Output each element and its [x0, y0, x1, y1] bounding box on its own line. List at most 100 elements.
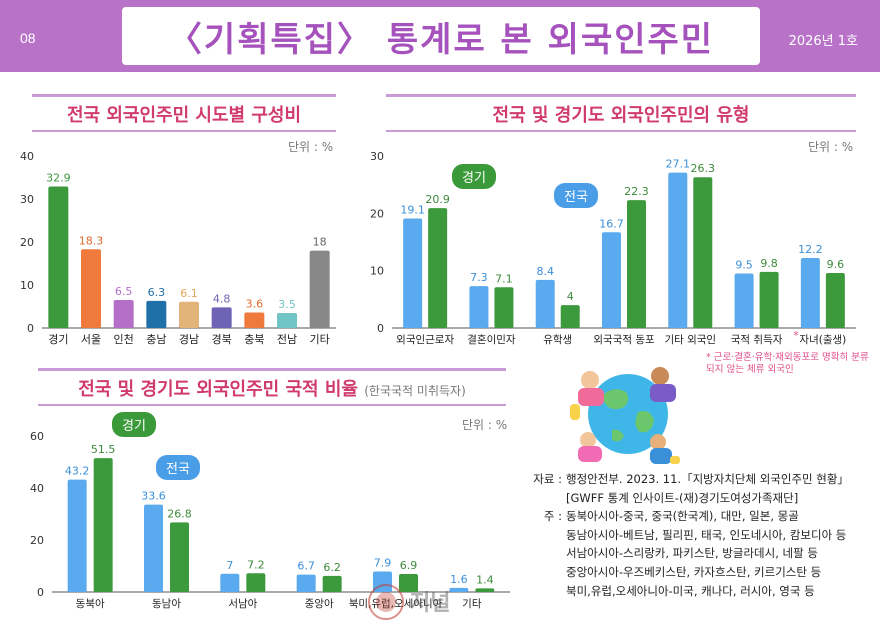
data-label: 16.7 [599, 217, 624, 230]
chart3-legend-national: 전국 [156, 455, 200, 480]
bar [602, 232, 621, 328]
bar [475, 588, 495, 592]
chart1-top-rule [32, 94, 336, 97]
y-tick-label: 30 [20, 193, 34, 206]
data-label: 7.9 [374, 556, 392, 569]
chart2-unit: 단위 : % [808, 140, 854, 154]
data-label: 4 [567, 290, 574, 303]
page-number: 08 [20, 30, 36, 46]
bar [734, 273, 754, 328]
data-label: 8.4 [536, 265, 554, 278]
bar [113, 300, 134, 328]
data-label: 22.3 [624, 185, 649, 198]
x-tick-label: 경기 [48, 333, 68, 346]
bar [170, 522, 189, 592]
bar [322, 575, 342, 592]
data-label: 7.2 [247, 558, 265, 571]
bar [535, 279, 555, 328]
bar [800, 258, 820, 328]
bar [296, 574, 316, 592]
y-tick-label: 10 [20, 279, 34, 292]
note-line-2: 동남아시아-베트남, 필리핀, 태국, 인도네시아, 캄보디아 등 [566, 527, 847, 542]
data-label: 43.2 [65, 465, 90, 478]
chart2-title: 전국 및 경기도 외국인주민의 유형 [492, 105, 750, 126]
bar [48, 186, 69, 328]
source-line-2: [GWFF 통계 인사이트-(재)경기도여성가족재단] [566, 490, 799, 505]
x-tick-label: 인천 [114, 332, 134, 346]
bar [627, 200, 646, 328]
x-tick-label: 중앙아 [305, 598, 334, 610]
chart3-title: 전국 및 경기도 외국인주민 국적 비율 [78, 379, 358, 400]
bar [146, 300, 167, 328]
x-tick-label: 기타 [310, 333, 330, 346]
x-tick-label: 경북 [212, 333, 232, 346]
bar [469, 286, 489, 328]
y-tick-label: 0 [27, 322, 34, 335]
bar [428, 208, 448, 328]
x-tick-label: 동북아 [76, 598, 105, 610]
bar [560, 305, 580, 328]
chart2-top-rule [386, 94, 856, 97]
x-tick-label: 충남 [146, 333, 166, 346]
data-label: 6.7 [297, 560, 315, 573]
issue-label: 2026년 1호 [788, 34, 858, 49]
chart3-legend-gyeonggi: 경기 [112, 412, 156, 437]
x-tick-label: 동남아 [152, 598, 181, 610]
data-label: 1.4 [476, 573, 494, 586]
data-label: 33.6 [141, 490, 166, 503]
category-mark: * [793, 329, 799, 342]
y-tick-label: 40 [30, 482, 44, 495]
data-label: 4.8 [213, 292, 231, 305]
bar [403, 218, 423, 328]
bar [220, 573, 240, 592]
data-label: 6.3 [148, 286, 166, 299]
globe-children-illustration [570, 367, 680, 464]
note-line-1: 동북아시아-중국, 중국(한국계), 대만, 일본, 몽골 [566, 509, 799, 524]
bar [67, 479, 87, 592]
source-notes: 자료 : 행정안전부. 2023. 11.「지방자치단체 외국인주민 현황」 [G… [526, 470, 872, 600]
x-tick-label: 자녀(출생) [799, 334, 846, 346]
x-tick-label: 유학생 [543, 334, 572, 346]
chart2-bottom-rule [386, 130, 856, 132]
chart3-unit: 단위 : % [462, 418, 508, 432]
bar [277, 312, 297, 328]
y-tick-label: 20 [370, 207, 384, 220]
data-label: 7.3 [470, 271, 488, 284]
x-tick-label: 기타 외국인 [664, 334, 716, 346]
chart2-legend-national: 전국 [554, 183, 598, 208]
x-tick-label: 서울 [81, 333, 101, 346]
x-tick-label: 서남아 [228, 598, 257, 610]
y-tick-label: 0 [37, 586, 44, 599]
x-tick-label: 북미,유럽,오세아니아 [349, 597, 443, 610]
watermark-text: 저널 [410, 591, 450, 616]
data-label: 6.1 [180, 287, 198, 300]
note-label: 주 : [543, 509, 562, 524]
data-label: 32.9 [46, 172, 71, 185]
bar [759, 271, 779, 328]
data-label: 18.3 [79, 234, 104, 247]
x-tick-label: 국적 취득자 [731, 334, 783, 346]
data-label: 3.5 [278, 298, 296, 311]
source-line-1: 행정안전부. 2023. 11.「지방자치단체 외국인주민 현황」 [566, 472, 849, 486]
y-tick-label: 30 [370, 150, 384, 163]
data-label: 18 [313, 236, 327, 249]
y-tick-label: 0 [377, 322, 384, 335]
bar [93, 458, 113, 592]
chart1-title: 전국 외국인주민 시도별 구성비 [66, 105, 302, 126]
data-label: 7 [226, 559, 233, 572]
note-line-5: 북미,유럽,오세아니아-미국, 캐나다, 러시아, 영국 등 [566, 583, 815, 598]
x-tick-label: 전남 [277, 333, 297, 346]
bar [179, 301, 199, 328]
title-box: 〈기획특집〉 통계로 본 외국인주민 [122, 7, 760, 65]
x-tick-label: 충북 [244, 333, 264, 346]
header-banner: 08 〈기획특집〉 통계로 본 외국인주민 2026년 1호 [0, 0, 880, 72]
note-line-4: 중앙아시아-우즈베키스탄, 카자흐스탄, 키르기스탄 등 [566, 564, 822, 579]
bar [211, 307, 232, 328]
chart3-bottom-rule [38, 404, 506, 406]
y-tick-label: 40 [20, 150, 34, 163]
data-label: 9.8 [760, 257, 778, 270]
chart3-subtitle: (한국국적 미취득자) [364, 384, 466, 398]
bar [144, 504, 163, 592]
